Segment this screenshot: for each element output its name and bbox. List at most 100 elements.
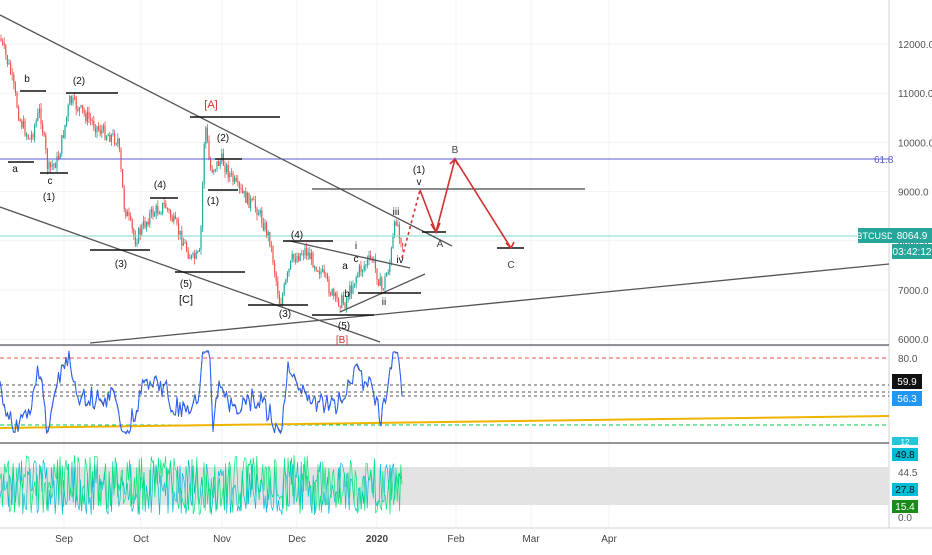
wave-label-iv: iv [396, 255, 403, 266]
candle-body [61, 135, 63, 154]
candle-body [170, 210, 172, 218]
svg-text:59.9: 59.9 [897, 377, 917, 388]
candle-body [99, 129, 101, 134]
candle-body [22, 120, 24, 128]
candle-body [378, 280, 380, 286]
candle-body [357, 273, 359, 278]
wave-label-b: b [24, 74, 30, 85]
candle-body [27, 134, 29, 139]
candle-body [248, 192, 250, 208]
candle-body [246, 192, 248, 203]
candle-body [379, 277, 381, 286]
price-tick-label: 6000.0 [898, 335, 929, 346]
candle-body [128, 211, 130, 216]
candle-body [181, 230, 183, 246]
candle-body [218, 161, 220, 166]
candle-body [298, 256, 300, 261]
candle-body [315, 266, 317, 271]
rsi-trendline [0, 415, 890, 429]
candle-body [51, 165, 53, 167]
candle-body [146, 221, 148, 228]
candle-body [250, 198, 252, 208]
candle-body [182, 243, 184, 246]
osc-badge-27: 27.8 [892, 483, 918, 496]
channel-lower-line [0, 206, 381, 343]
candle-body [186, 242, 188, 251]
candle-body [2, 41, 4, 43]
candle-body [350, 285, 352, 294]
candle-body [106, 136, 108, 140]
candle-body [269, 231, 271, 246]
candle-body [50, 162, 52, 167]
candle-body [210, 159, 212, 170]
candle-body [294, 258, 296, 263]
price-tick-label: 9000.0 [898, 188, 929, 199]
candle-body [74, 97, 76, 99]
candle-body [173, 215, 175, 222]
candle-body [165, 203, 167, 209]
osc-tick-44: 44.5 [898, 468, 918, 479]
candle-body [299, 253, 301, 261]
candle-body [131, 219, 133, 229]
fib-label: 61.8 [874, 155, 894, 166]
candle-body [190, 255, 192, 258]
candle-body [88, 112, 90, 119]
wave-label-5: (5) [180, 279, 192, 290]
candle-body [203, 144, 205, 185]
candle-body [342, 295, 344, 303]
candle-body [318, 271, 320, 275]
candle-body [59, 153, 61, 160]
time-tick-label: Sep [55, 534, 73, 545]
candle-body [115, 143, 117, 145]
candle-body [70, 95, 72, 104]
price-text: 8064.9 [897, 231, 928, 242]
candle-body [21, 121, 23, 128]
candle-body [325, 273, 327, 275]
candle-body [130, 215, 132, 220]
candle-body [398, 224, 400, 238]
candle-body [237, 180, 239, 183]
candle-body [133, 228, 135, 237]
candle-body [336, 293, 338, 299]
candle-body [341, 295, 343, 308]
wave-label-v: v [417, 177, 422, 188]
candle-body [189, 257, 191, 259]
candle-body [261, 210, 263, 224]
wave-label-2-top: (2) [73, 76, 85, 87]
candle-body [77, 109, 79, 111]
candle-body [310, 252, 312, 260]
candle-body [366, 259, 368, 266]
candle-body [253, 198, 255, 201]
price-tick-label: 12000.0 [898, 40, 932, 51]
candle-body [331, 289, 333, 295]
candle-body [6, 55, 8, 64]
candle-body [80, 105, 82, 108]
projection-abc-path [419, 157, 512, 249]
candle-body [360, 265, 362, 272]
candle-body [197, 251, 199, 253]
candle-body [125, 209, 127, 217]
candle-body [272, 246, 274, 264]
candle-body [30, 134, 32, 139]
candle-body [118, 138, 120, 150]
projection-wave-v [401, 189, 421, 259]
candle-body [286, 272, 288, 280]
candle-body [258, 213, 260, 216]
candle-body [158, 213, 160, 215]
candle-body [150, 208, 152, 214]
candle-body [93, 121, 95, 128]
candle-body [387, 272, 389, 274]
candle-body [58, 156, 60, 160]
candle-body [390, 248, 392, 264]
triangle-upper-line [289, 240, 411, 269]
candle-body [112, 133, 114, 135]
candle-body [363, 265, 365, 271]
candle-body [381, 277, 383, 289]
time-tick-label: Dec [288, 534, 306, 545]
candle-body [178, 223, 180, 235]
candle-body [157, 205, 159, 214]
candle-body [154, 213, 156, 217]
wave-label-3: (3) [115, 259, 127, 270]
candle-body [110, 134, 112, 142]
candle-body [293, 254, 295, 259]
